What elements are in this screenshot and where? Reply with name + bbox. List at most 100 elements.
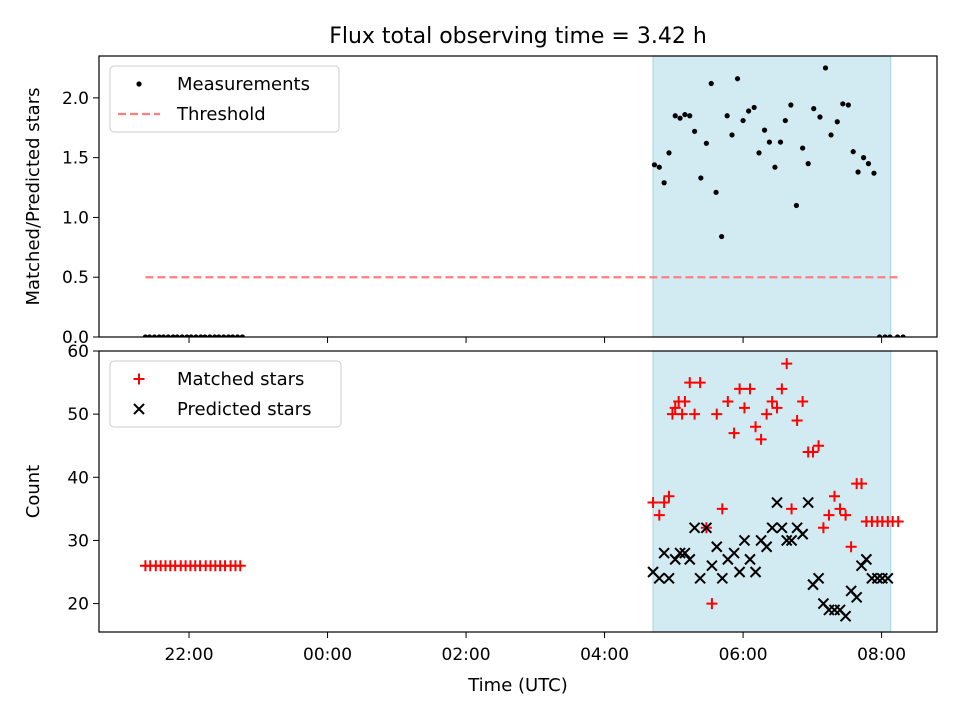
measurement-point: [850, 149, 856, 155]
predicted-star-point: [850, 591, 863, 603]
x-tick-label: 08:00: [857, 645, 906, 665]
measurement-point: [834, 119, 840, 125]
measurement-point: [698, 175, 704, 181]
matched-star-point: [776, 383, 788, 395]
measurement-point: [729, 132, 735, 138]
measurement-point: [230, 334, 236, 337]
measurement-point: [724, 113, 730, 119]
matched-star-point: [771, 402, 783, 414]
measurement-point: [811, 106, 817, 112]
measurement-point: [766, 139, 773, 145]
matched-star-point: [738, 402, 750, 414]
matched-star-point: [856, 478, 868, 490]
legend: Measurements Threshold: [109, 65, 340, 133]
measurement-point: [822, 65, 829, 71]
measurement-point: [788, 102, 794, 108]
measurement-point: [793, 202, 800, 209]
matched-star-point: [781, 358, 793, 370]
measurement-point: [207, 334, 213, 337]
predicted-star-point: [860, 553, 873, 566]
x-tick-label: 06:00: [719, 645, 768, 665]
y-tick-label: 0.0: [62, 328, 89, 348]
predicted-star-point: [679, 547, 691, 559]
y-axis-label: Matched/Predicted stars: [23, 88, 44, 306]
measurement-point: [179, 334, 185, 337]
measurement-point: [666, 150, 672, 156]
measurement-point: [151, 334, 158, 337]
measurement-point: [782, 117, 788, 124]
measurement-point: [756, 150, 762, 156]
y-tick-label: 1.0: [62, 208, 89, 228]
measurement-point: [193, 334, 199, 337]
y-tick-label: 50: [67, 405, 89, 425]
legend-label: Measurements: [177, 74, 310, 95]
predicted-star-point: [776, 522, 788, 534]
matched-star-point: [834, 503, 846, 515]
y-tick-label: 2.0: [62, 89, 89, 109]
measurement-point: [687, 113, 693, 119]
predicted-star-point: [781, 534, 793, 547]
measurement-point: [174, 334, 180, 337]
x-tick-label: 22:00: [165, 645, 214, 665]
predicted-star-point: [749, 566, 762, 578]
plot-area: [142, 65, 906, 337]
predicted-star-point: [663, 572, 675, 585]
matched-star-point: [711, 408, 723, 420]
measurement-point: [828, 132, 834, 138]
axes-frame: [98, 350, 938, 633]
matched-star-point: [653, 509, 665, 521]
measurement-point: [651, 162, 658, 168]
matched-star-point: [716, 503, 728, 515]
predicted-star-point: [711, 541, 723, 553]
measurement-point: [677, 115, 683, 121]
measurement-point: [777, 139, 784, 145]
measurement-point: [817, 114, 823, 120]
measurement-point: [165, 334, 171, 337]
matched-star-point: [755, 433, 767, 445]
matched-star-point: [647, 497, 659, 509]
y-tick-label: 40: [67, 468, 89, 488]
measurement-point: [840, 101, 846, 107]
measurement-point: [239, 334, 245, 337]
measurement-point: [708, 80, 714, 87]
predicted-star-point: [760, 541, 773, 553]
measurement-point: [751, 104, 757, 111]
y-tick-label: 1.5: [62, 149, 89, 169]
predicted-star-point: [738, 534, 751, 547]
predicted-star-point: [733, 566, 746, 578]
measurement-point: [672, 113, 678, 119]
measurement-point: [761, 127, 768, 133]
measurement-point: [882, 334, 888, 337]
measurement-point: [225, 334, 232, 337]
predicted-star-point: [771, 496, 783, 509]
measurement-point: [805, 161, 811, 167]
matched-star-point: [817, 522, 829, 534]
matched-star-point: [892, 515, 904, 527]
matched-star-point: [823, 509, 835, 521]
matched-star-point: [744, 383, 756, 395]
x-tick-label: 04:00: [580, 645, 629, 665]
matched-star-point: [706, 598, 718, 610]
measurement-point: [746, 108, 752, 114]
measurement-point: [188, 334, 194, 337]
matched-star-point: [728, 427, 740, 439]
measurement-point: [656, 164, 662, 170]
measurement-point: [156, 334, 162, 337]
matched-star-point: [658, 497, 670, 509]
measurement-point: [876, 334, 883, 337]
bottom-panel: 20 30 40 50 60 22:00 00:00 02:00 04:00 06:00 08:00…: [23, 342, 938, 665]
measurement-point: [661, 180, 667, 186]
measurement-point: [212, 334, 218, 337]
matched-star-point: [829, 490, 841, 502]
measurement-point: [146, 334, 153, 337]
matched-star-point: [676, 408, 688, 420]
legend-matched-marker: [133, 373, 145, 385]
measurement-point: [894, 334, 901, 337]
matched-star-point: [663, 490, 675, 502]
legend-label: Matched stars: [177, 369, 304, 390]
measurement-point: [871, 170, 877, 176]
measurement-point: [740, 117, 746, 124]
measurement-point: [221, 334, 227, 337]
measurement-point: [160, 334, 167, 337]
measurement-point: [800, 145, 806, 151]
